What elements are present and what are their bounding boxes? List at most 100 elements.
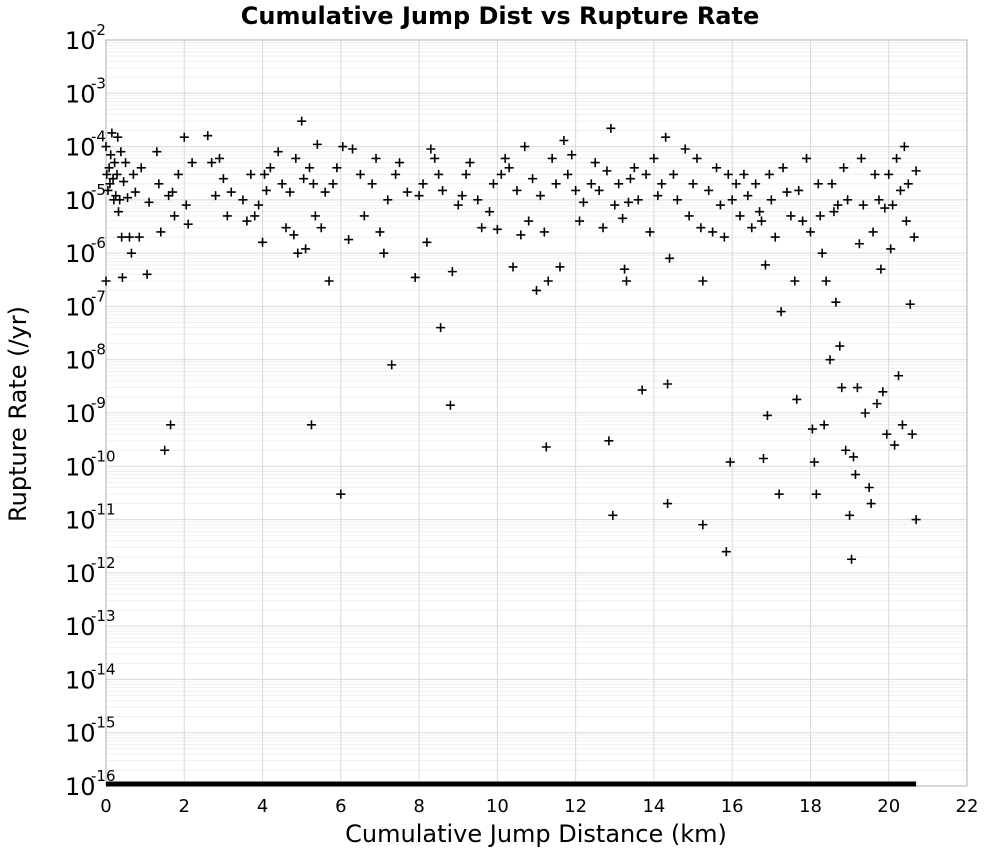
data-point: [811, 489, 821, 499]
data-point: [827, 179, 837, 189]
data-point: [110, 158, 120, 168]
data-point: [524, 216, 534, 226]
data-point: [359, 211, 369, 221]
data-point: [725, 457, 735, 467]
data-point: [551, 179, 561, 189]
y-axis-ticks: 10-210-310-410-510-610-710-810-910-1010-…: [65, 21, 116, 801]
data-point: [371, 153, 381, 163]
data-points: [101, 116, 921, 564]
data-point: [575, 216, 585, 226]
y-tick-base: 10: [65, 720, 96, 748]
y-tick-base: 10: [65, 80, 96, 108]
data-point: [336, 489, 346, 499]
data-point: [306, 420, 316, 430]
data-point: [849, 452, 859, 462]
y-tick-label: 10-10: [65, 447, 116, 481]
data-point: [242, 216, 252, 226]
data-point: [101, 276, 111, 286]
data-point: [735, 211, 745, 221]
data-point: [555, 262, 565, 272]
data-point: [909, 232, 919, 242]
data-point: [103, 185, 113, 195]
data-point: [299, 174, 309, 184]
data-point: [114, 207, 124, 217]
data-point: [535, 191, 545, 201]
data-point: [880, 203, 890, 213]
y-tick-base: 10: [65, 453, 96, 481]
data-point: [845, 510, 855, 520]
data-point: [852, 383, 862, 393]
data-point: [183, 219, 193, 229]
x-tick-label: 20: [877, 796, 900, 817]
data-point: [829, 207, 839, 217]
data-point: [657, 179, 667, 189]
y-tick-label: 10-11: [65, 501, 116, 535]
data-point: [860, 408, 870, 418]
y-tick-base: 10: [65, 507, 96, 535]
data-point: [273, 147, 283, 157]
y-tick-exponent: -4: [91, 128, 106, 146]
data-point: [136, 163, 146, 173]
data-point: [839, 163, 849, 173]
data-point: [892, 153, 902, 163]
data-point: [508, 262, 518, 272]
data-point: [890, 440, 900, 450]
y-tick-label: 10-12: [65, 554, 116, 588]
data-point: [665, 253, 675, 263]
data-point: [911, 166, 921, 176]
y-tick-label: 10-2: [65, 21, 106, 55]
data-point: [387, 360, 397, 370]
y-tick-exponent: -10: [91, 447, 116, 465]
data-point: [154, 179, 164, 189]
data-point: [453, 200, 463, 210]
data-point: [757, 216, 767, 226]
data-point: [214, 153, 224, 163]
x-axis-label: Cumulative Jump Distance (km): [345, 820, 727, 848]
data-point: [870, 169, 880, 179]
data-point: [434, 169, 444, 179]
y-tick-label: 10-9: [65, 394, 106, 428]
data-point: [802, 153, 812, 163]
y-tick-base: 10: [65, 666, 96, 694]
y-tick-base: 10: [65, 347, 96, 375]
data-point: [633, 195, 643, 205]
data-point: [218, 174, 228, 184]
data-point: [813, 179, 823, 189]
data-point: [778, 163, 788, 173]
x-tick-label: 18: [799, 796, 822, 817]
data-point: [528, 174, 538, 184]
x-tick-label: 8: [413, 796, 424, 817]
data-point: [108, 174, 118, 184]
y-tick-exponent: -7: [91, 287, 106, 305]
data-point: [888, 200, 898, 210]
data-point: [625, 174, 635, 184]
data-point: [367, 179, 377, 189]
data-point: [774, 489, 784, 499]
data-point: [608, 510, 618, 520]
data-point: [293, 248, 303, 258]
data-point: [500, 153, 510, 163]
data-point: [790, 276, 800, 286]
data-point: [831, 297, 841, 307]
data-point: [254, 200, 264, 210]
data-point: [882, 429, 892, 439]
grid: [105, 39, 968, 787]
data-point: [602, 166, 612, 176]
data-point: [348, 144, 358, 154]
data-point: [598, 223, 608, 233]
data-point: [874, 195, 884, 205]
data-point: [623, 197, 633, 207]
data-point: [715, 200, 725, 210]
data-point: [465, 158, 475, 168]
data-point: [102, 169, 112, 179]
data-point: [112, 169, 122, 179]
y-tick-label: 10-3: [65, 74, 106, 108]
data-point: [541, 442, 551, 452]
data-point: [142, 269, 152, 279]
data-point: [719, 232, 729, 242]
data-point: [751, 179, 761, 189]
data-point: [422, 237, 432, 247]
data-point: [798, 216, 808, 226]
y-tick-exponent: -2: [91, 21, 106, 39]
data-point: [858, 200, 868, 210]
